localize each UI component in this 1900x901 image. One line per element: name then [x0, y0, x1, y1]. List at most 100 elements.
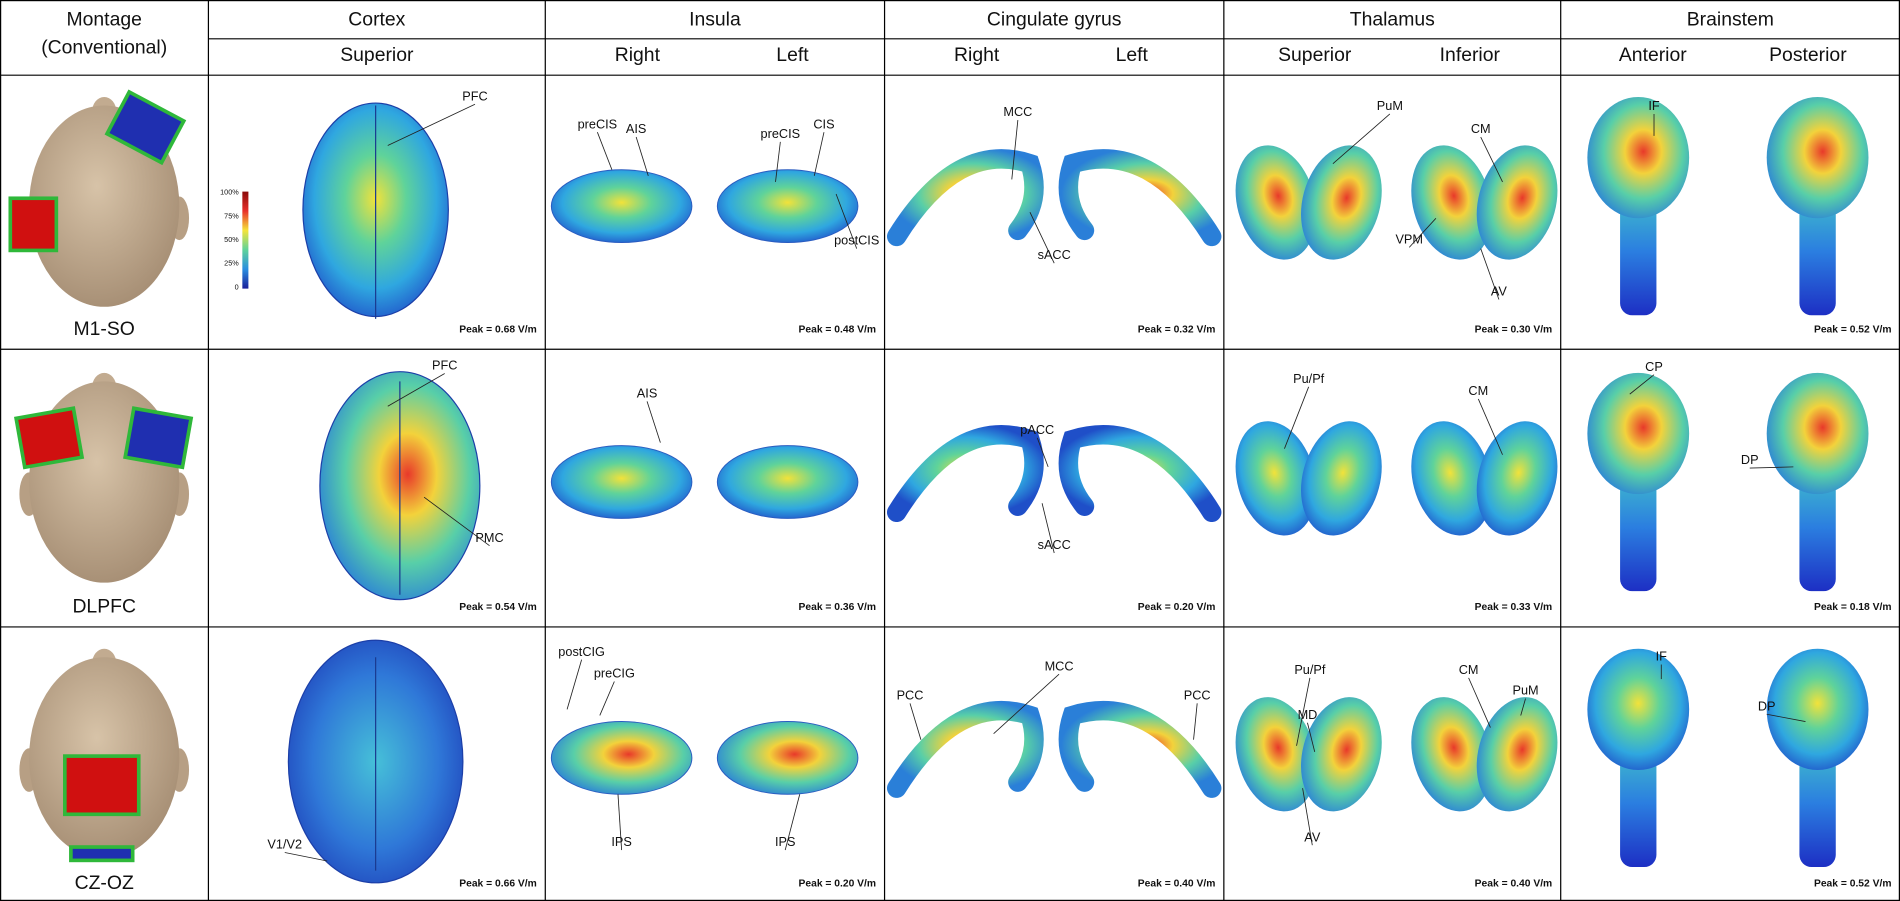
annotation: VPM: [1395, 231, 1423, 246]
annotation-leader: [635, 136, 649, 176]
electrode: [72, 848, 131, 859]
montage-header: Montage: [67, 9, 142, 31]
annotation-leader: [284, 852, 328, 862]
peak-label: Peak = 0.32 V/m: [1138, 325, 1216, 336]
annotation-leader: [596, 132, 613, 170]
peak-label: Peak = 0.66 V/m: [459, 879, 537, 890]
thalamus: [1476, 697, 1558, 812]
colorbar-label: 25%: [224, 259, 239, 268]
thalamus: [1411, 145, 1493, 260]
annotation-leader: [599, 681, 615, 716]
annotation-leader: [1480, 248, 1500, 300]
brainstem-stem: [1799, 739, 1836, 868]
peak-label: Peak = 0.48 V/m: [799, 325, 877, 336]
annotation: sACC: [1038, 247, 1071, 262]
montage-label: DLPFC: [72, 596, 136, 618]
annotation: CP: [1645, 359, 1663, 374]
montage-label: CZ-OZ: [75, 872, 134, 894]
colorbar-label: 0: [235, 282, 239, 291]
annotation: IPS: [775, 834, 796, 849]
montage-header: (Conventional): [41, 37, 167, 59]
annotation: postCIS: [834, 233, 879, 248]
cingulate: [886, 149, 1044, 247]
annotation-leader: [387, 373, 445, 407]
annotation: postCIG: [558, 644, 605, 659]
annotation: AIS: [626, 121, 647, 136]
insula: [716, 169, 859, 244]
annotation-leader: [646, 401, 661, 443]
annotation: PCC: [897, 687, 924, 702]
annotation-leader: [1307, 722, 1316, 752]
annotation-leader: [1477, 398, 1503, 455]
electrode: [12, 200, 55, 249]
electrode: [127, 410, 189, 466]
column-title: Insula: [689, 9, 741, 31]
column-title: Cingulate gyrus: [987, 9, 1122, 31]
view-label: Right: [954, 44, 1000, 66]
montage-label: M1-SO: [74, 318, 135, 340]
annotation-leader: [387, 103, 476, 146]
insula: [550, 169, 693, 244]
peak-label: Peak = 0.33 V/m: [1475, 602, 1553, 613]
annotation-leader: [1193, 703, 1198, 740]
colorbar-label: 100%: [220, 188, 239, 197]
annotation-leader: [1749, 466, 1794, 469]
annotation: MCC: [1003, 104, 1032, 119]
annotation: V1/V2: [267, 837, 302, 852]
annotation: AV: [1491, 284, 1508, 299]
annotation: CM: [1471, 121, 1491, 136]
annotation-leader: [1302, 788, 1313, 846]
cingulate: [886, 700, 1044, 798]
brainstem-stem: [1620, 463, 1657, 592]
peak-label: Peak = 0.52 V/m: [1814, 325, 1892, 336]
peak-label: Peak = 0.20 V/m: [799, 879, 877, 890]
thalamus: [1235, 697, 1317, 812]
brainstem: [1587, 372, 1690, 495]
column-title: Cortex: [348, 9, 405, 31]
annotation: Pu/Pf: [1293, 371, 1325, 386]
annotation: PMC: [475, 530, 503, 545]
annotation-leader: [784, 794, 801, 851]
cingulate: [1058, 425, 1222, 523]
view-label: Superior: [1278, 44, 1352, 66]
annotation-leader: [423, 496, 490, 547]
peak-label: Peak = 0.68 V/m: [459, 325, 537, 336]
annotation: IF: [1656, 649, 1668, 664]
annotation-leader: [617, 794, 623, 851]
peak-label: Peak = 0.20 V/m: [1138, 602, 1216, 613]
annotation: DP: [1741, 452, 1759, 467]
annotation: sACC: [1038, 537, 1071, 552]
brainstem: [1766, 648, 1869, 771]
insula: [716, 721, 859, 795]
peak-label: Peak = 0.18 V/m: [1814, 602, 1892, 613]
cingulate: [1058, 700, 1222, 798]
thalamus: [1411, 697, 1493, 812]
annotation: preCIS: [578, 116, 618, 131]
annotation-leader: [1036, 437, 1049, 468]
annotation-leader: [813, 132, 825, 176]
brainstem-stem: [1620, 187, 1657, 316]
colorbar-label: 50%: [224, 235, 239, 244]
annotation-leader: [1011, 120, 1019, 180]
annotation-leader: [1029, 212, 1055, 264]
brainstem: [1587, 97, 1690, 219]
view-label: Right: [615, 44, 661, 66]
view-label: Inferior: [1440, 44, 1501, 66]
annotation: IPS: [611, 834, 632, 849]
annotation-leader: [1296, 677, 1311, 746]
peak-label: Peak = 0.40 V/m: [1475, 879, 1553, 890]
colorbar-label: 75%: [224, 211, 239, 220]
annotation: CM: [1459, 662, 1479, 677]
annotation: IF: [1648, 98, 1660, 113]
brainstem-stem: [1799, 187, 1836, 316]
annotation-leader: [1629, 374, 1655, 395]
annotation-leader: [775, 141, 781, 182]
peak-label: Peak = 0.30 V/m: [1475, 325, 1553, 336]
brainstem-stem: [1620, 739, 1657, 868]
insula: [550, 721, 693, 795]
annotation: CM: [1468, 383, 1488, 398]
annotation: CIS: [813, 116, 834, 131]
annotation-leader: [835, 193, 858, 249]
